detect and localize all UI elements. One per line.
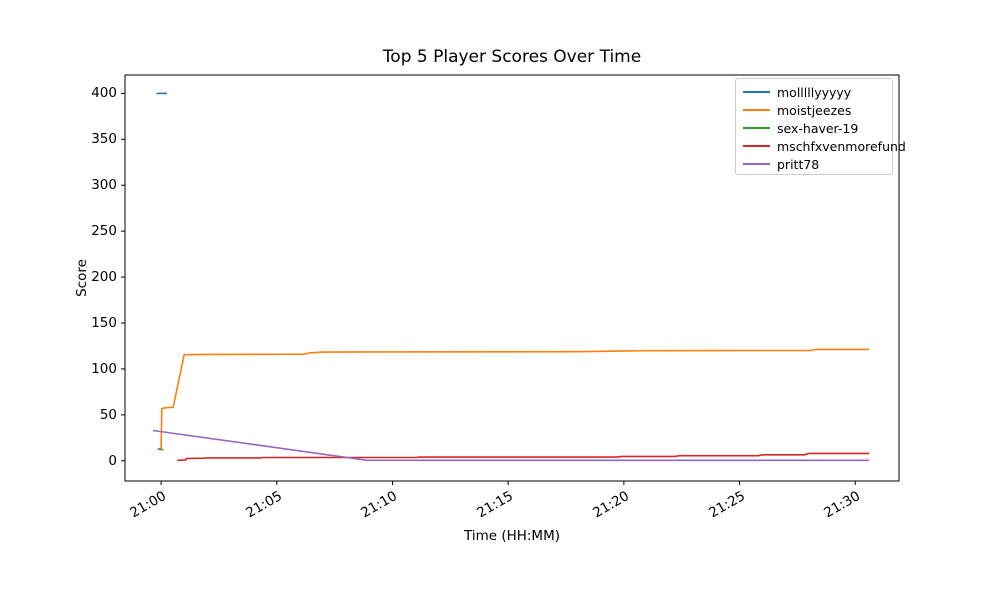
- x-axis-label: Time (HH:MM): [463, 528, 560, 544]
- series-line-pritt78: [152, 429, 870, 462]
- legend-label: sex-haver-19: [777, 120, 859, 136]
- legend-item: mschfxvenmorefund: [743, 137, 906, 155]
- legend-item: sex-haver-19: [743, 119, 892, 137]
- y-tick-label: 100: [91, 360, 117, 377]
- y-tick-label: 50: [99, 406, 117, 423]
- legend-label: pritt78: [777, 156, 820, 172]
- legend-item: pritt78: [743, 155, 892, 173]
- legend-label: mschfxvenmorefund: [777, 138, 906, 154]
- chart-title: Top 5 Player Scores Over Time: [382, 47, 642, 67]
- legend: molllllyyyyy moistjeezes sex-haver-19 ms…: [735, 78, 906, 175]
- y-tick-label: 250: [91, 223, 117, 240]
- series-line-mschfxvenmorefund: [177, 452, 870, 462]
- y-tick-label: 300: [91, 177, 117, 194]
- legend-line-swatch: [743, 145, 770, 147]
- series-line-sex-haver-19: [157, 448, 164, 451]
- y-tick-label: 150: [91, 315, 117, 331]
- series-line-moistjeezes: [158, 348, 870, 450]
- legend-line-swatch: [743, 127, 770, 129]
- y-tick-label: 0: [108, 452, 117, 469]
- y-tick-label: 400: [91, 85, 117, 102]
- legend-item: molllllyyyyy: [743, 83, 892, 101]
- legend-item: moistjeezes: [743, 101, 892, 119]
- legend-line-swatch: [743, 109, 770, 111]
- legend-line-swatch: [743, 163, 770, 165]
- legend-line-swatch: [743, 91, 770, 93]
- y-tick-label: 350: [91, 131, 117, 148]
- legend-label: molllllyyyyy: [777, 84, 852, 100]
- legend-label: moistjeezes: [777, 102, 852, 118]
- y-tick-label: 200: [91, 269, 117, 286]
- axes-spines: [124, 74, 900, 482]
